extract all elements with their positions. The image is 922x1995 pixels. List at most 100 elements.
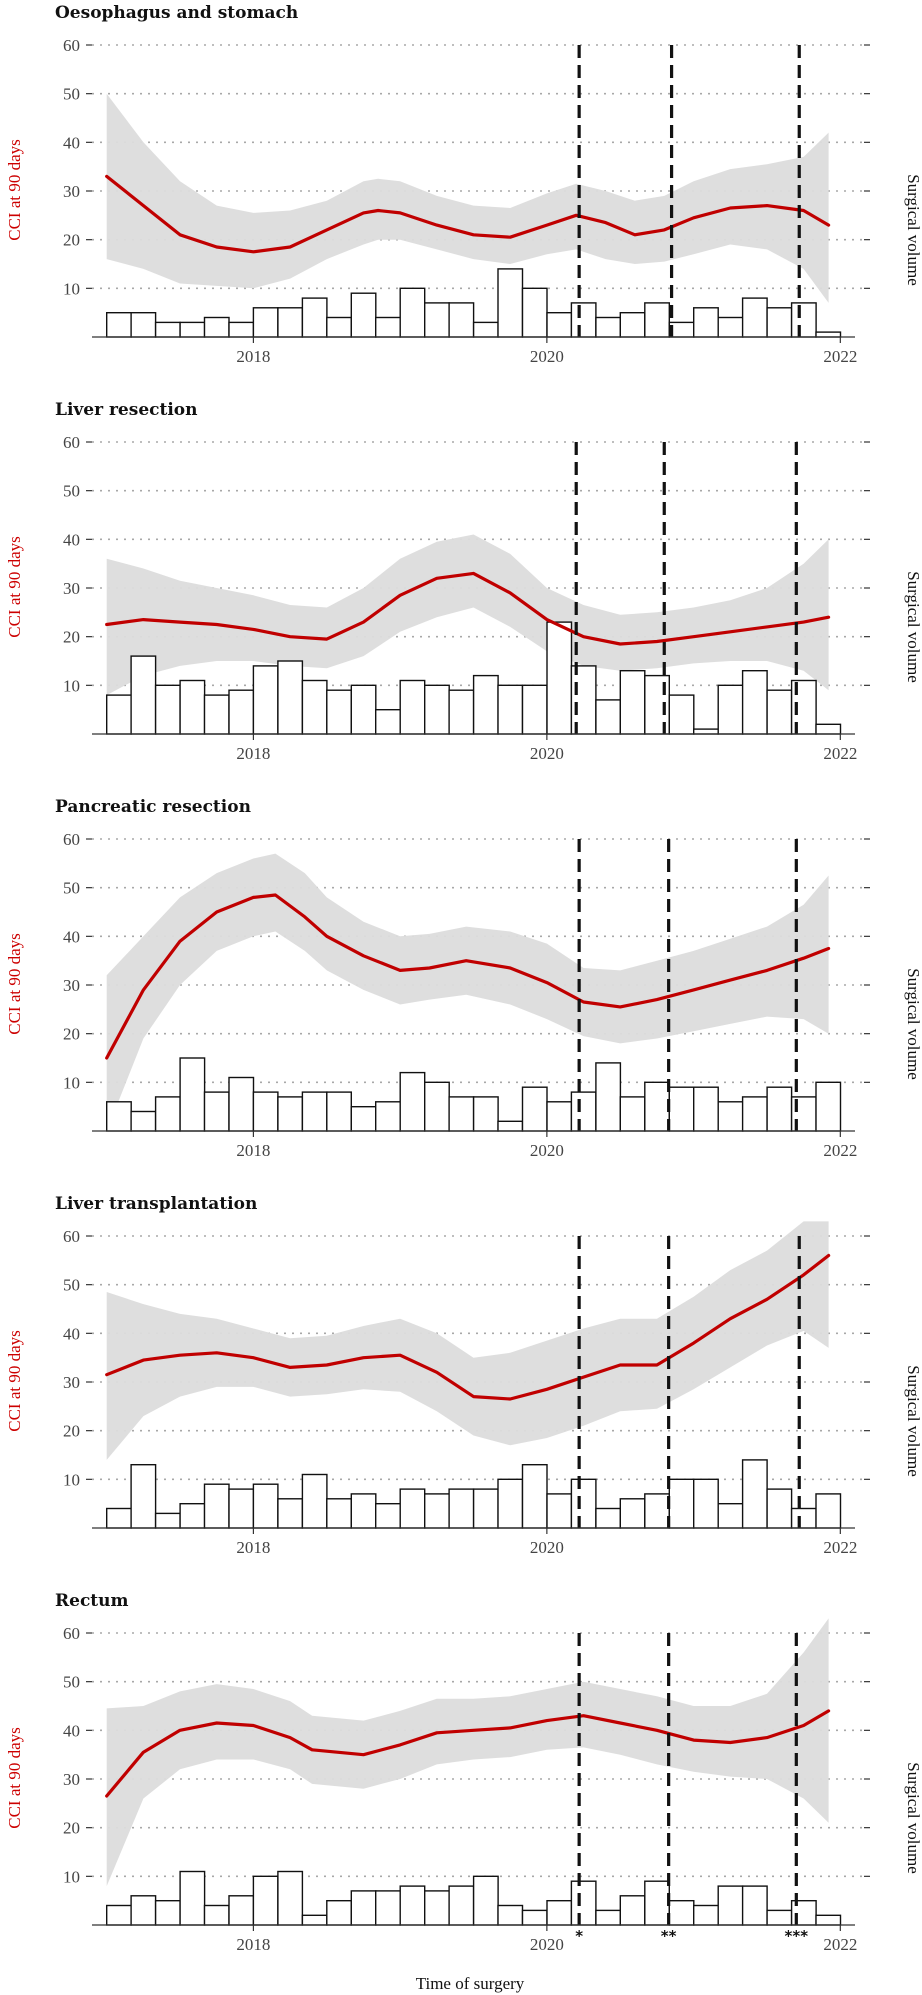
confidence-band [106, 1221, 829, 1460]
volume-bar [546, 621, 573, 735]
volume-bar [105, 694, 132, 735]
x-tick-label: 2022 [823, 347, 857, 366]
volume-bar [619, 670, 646, 735]
y-tick-label: 10 [63, 676, 80, 695]
volume-bar [375, 316, 401, 338]
volume-bar [228, 1488, 255, 1529]
volume-bar [815, 1493, 842, 1529]
volume-bar [741, 1885, 768, 1926]
volume-bar [375, 1502, 401, 1529]
volume-bar [717, 684, 744, 735]
y-axis-label: CCI at 90 days [5, 1727, 24, 1829]
volume-bar [277, 1096, 304, 1132]
y-tick-label: 20 [63, 1025, 80, 1044]
volume-bar [619, 1096, 646, 1132]
volume-bar [326, 1091, 352, 1132]
y-tick-label: 40 [63, 1324, 80, 1343]
volume-bar [815, 1914, 842, 1926]
volume-bar [619, 312, 646, 338]
volume-bar [766, 689, 793, 735]
smooth-line [105, 1709, 831, 1798]
smooth-line [105, 174, 831, 254]
smooth-line [105, 571, 831, 646]
y-tick-label: 40 [63, 530, 80, 549]
volume-bar [448, 1488, 475, 1529]
volume-bar [399, 1488, 426, 1529]
volume-bar [766, 1488, 793, 1529]
volume-bar [105, 1904, 132, 1926]
volume-bar [521, 1463, 548, 1529]
volume-bar [766, 1086, 793, 1132]
volume-bar [399, 287, 426, 338]
y-tick-label: 20 [63, 1422, 80, 1441]
volume-bar [693, 1478, 719, 1529]
volume-bar [154, 1512, 181, 1529]
volume-bar [570, 1478, 597, 1529]
y-tick-label: 30 [63, 182, 80, 201]
volume-bar [424, 1493, 450, 1529]
volume-bar [815, 331, 842, 338]
volume-bar [741, 297, 768, 338]
volume-bar [105, 1507, 132, 1529]
significance-marker: *** [785, 1927, 809, 1945]
volume-bar [154, 684, 181, 735]
volume-bar [815, 1081, 842, 1132]
y-axis-label: CCI at 90 days [5, 933, 24, 1035]
volume-bar [546, 1493, 573, 1529]
x-tick-label: 2020 [530, 347, 564, 366]
volume-bar [448, 302, 475, 338]
y-tick-label: 50 [63, 1276, 80, 1295]
volume-bar [179, 1870, 206, 1926]
x-tick-label: 2018 [236, 1538, 270, 1557]
volume-bar [521, 684, 548, 735]
volume-bar [350, 1493, 377, 1529]
panel-oesophagus-and-stomach: Oesophagus and stomach 10 20 30 40 50 60 CCI at… [5, 3, 922, 366]
volume-bar [766, 307, 793, 338]
volume-bar [472, 1875, 499, 1926]
confidence-band [106, 534, 829, 696]
volume-bar [228, 689, 255, 735]
volume-bar [741, 1459, 768, 1529]
volume-bar [595, 316, 622, 338]
volume-bar [668, 694, 695, 735]
y-tick-label: 60 [63, 1227, 80, 1246]
volume-bar [179, 321, 206, 338]
y-tick-label: 50 [63, 879, 80, 898]
volume-bar [326, 1899, 352, 1926]
volume-bar [399, 1885, 426, 1926]
volume-bar [497, 684, 524, 735]
volume-bar [130, 655, 157, 735]
volume-bar [203, 1483, 230, 1529]
x-tick-label: 2020 [530, 1538, 564, 1557]
volume-bar [741, 1096, 768, 1132]
significance-marker: ** [661, 1927, 677, 1945]
panel-pancreatic-resection: Pancreatic resection 10 20 30 40 50 60 CCI at 9… [5, 797, 922, 1160]
panel-liver-transplantation: Liver transplantation 10 20 30 40 50 60 CCI at … [5, 1194, 922, 1557]
volume-bar [472, 321, 499, 338]
x-tick-label: 2020 [530, 1935, 564, 1954]
volume-bar [521, 1909, 548, 1926]
y-tick-label: 50 [63, 1673, 80, 1692]
volume-bar [424, 1081, 450, 1132]
volume-bar [105, 312, 132, 338]
volume-bar [693, 728, 719, 735]
volume-bar [350, 1105, 377, 1132]
volume-bar [301, 1091, 328, 1132]
volume-bar [619, 1895, 646, 1926]
y-tick-label: 40 [63, 133, 80, 152]
volume-bar [105, 1101, 132, 1132]
y-tick-label: 10 [63, 1470, 80, 1489]
volume-bar [497, 268, 524, 338]
volume-bar [644, 1081, 670, 1132]
volume-bar [130, 1110, 157, 1132]
smooth-line [105, 1253, 831, 1401]
y-tick-label: 50 [63, 85, 80, 104]
volume-bar [301, 679, 328, 735]
volume-bar [497, 1904, 524, 1926]
volume-bar [546, 312, 573, 338]
panel-rectum: Rectum 10 20 30 40 50 60 CCI at 90 days Surgical… [5, 1591, 922, 1954]
volume-bar [619, 1498, 646, 1529]
volume-bar [497, 1478, 524, 1529]
volume-bar [326, 316, 352, 338]
